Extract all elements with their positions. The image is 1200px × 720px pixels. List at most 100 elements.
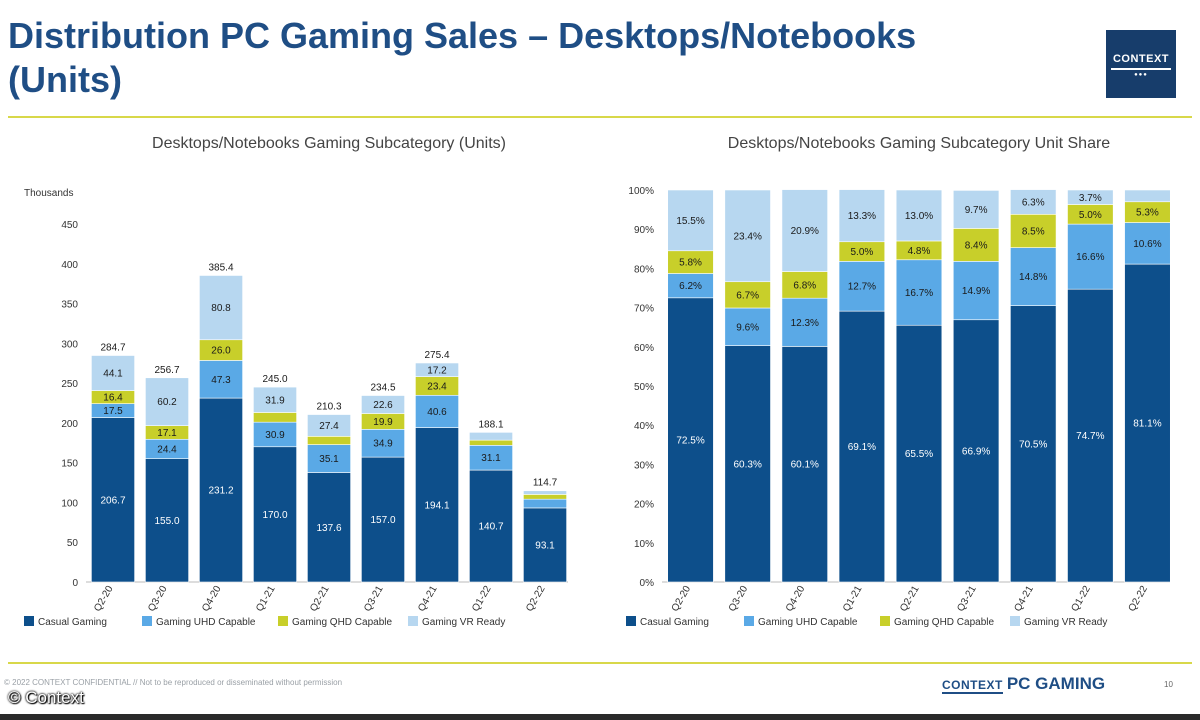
footer-brand-pc-gaming: PC GAMING [1006, 674, 1106, 693]
data-label: 23.4 [427, 381, 447, 392]
legend-label: Casual Gaming [38, 617, 107, 628]
data-label: 17.1 [157, 428, 177, 439]
x-tick-label: Q3-20 [727, 584, 751, 614]
legend-label: Gaming VR Ready [1024, 617, 1107, 628]
footer-brand: CONTEXT PC GAMING [942, 674, 1105, 694]
data-label: 5.3% [1136, 208, 1159, 219]
bar-segment [1010, 305, 1057, 583]
data-label: 24.4 [157, 444, 177, 455]
data-label: 6.2% [679, 281, 702, 292]
bar-segment [781, 346, 828, 583]
x-tick-label: Q2-20 [670, 584, 694, 614]
bar-segment [415, 427, 459, 583]
chart-title: Desktops/Notebooks Gaming Subcategory Un… [728, 135, 1111, 152]
data-label: 93.1 [535, 540, 555, 551]
legend-swatch [1010, 616, 1020, 626]
x-tick-label: Q4-21 [416, 584, 440, 614]
data-label: 13.0% [905, 211, 933, 222]
legend-swatch [278, 616, 288, 626]
data-label: 60.3% [733, 459, 761, 470]
logo-dots-icon: ●●● [1134, 71, 1148, 78]
y-tick-label: 30% [634, 460, 654, 471]
data-label: 14.9% [962, 286, 990, 297]
data-label: 6.7% [736, 290, 759, 301]
legend-label: Gaming VR Ready [422, 617, 505, 628]
data-label: 6.3% [1022, 197, 1045, 208]
data-label: 157.0 [370, 515, 395, 526]
data-label: 13.3% [848, 211, 876, 222]
y-tick-label: 150 [61, 459, 78, 470]
bar-segment [1010, 189, 1057, 215]
bar-segment [415, 362, 459, 377]
x-tick-label: Q2-22 [524, 584, 548, 614]
legend-swatch [24, 616, 34, 626]
total-label: 245.0 [262, 374, 287, 385]
y-tick-label: 40% [634, 421, 654, 432]
data-label: 9.6% [736, 322, 759, 333]
data-label: 5.0% [850, 247, 873, 258]
y-tick-label: 450 [61, 220, 78, 231]
bar-segment [838, 261, 886, 312]
data-label: 6.8% [793, 280, 816, 291]
legend-swatch [626, 616, 636, 626]
bar-segment [469, 469, 513, 583]
bar-segment [838, 310, 886, 583]
data-label: 35.1 [319, 454, 339, 465]
bottom-strip [0, 714, 1200, 720]
bar-segment [724, 281, 771, 309]
legend-label: Casual Gaming [640, 617, 709, 628]
data-label: 12.3% [791, 318, 819, 329]
y-tick-label: 0% [640, 578, 655, 589]
bar-segment [523, 498, 567, 509]
y-tick-label: 60% [634, 343, 654, 354]
data-label: 5.0% [1079, 210, 1102, 221]
bar-segment [307, 444, 351, 473]
bar-segment [724, 189, 771, 283]
x-tick-label: Q4-21 [1012, 584, 1036, 614]
footer-rule [8, 662, 1192, 664]
x-tick-label: Q3-21 [955, 584, 979, 614]
footer-note: © 2022 CONTEXT CONFIDENTIAL // Not to be… [4, 678, 343, 687]
bar-segment [91, 355, 135, 391]
data-label: 31.9 [265, 395, 285, 406]
bar-segment [724, 345, 771, 583]
bar-segment [361, 429, 405, 458]
x-tick-label: Q1-21 [254, 584, 278, 614]
x-tick-label: Q2-21 [308, 584, 332, 614]
bar-segment [895, 189, 943, 242]
data-label: 17.5 [103, 406, 123, 417]
data-label: 60.1% [791, 460, 819, 471]
bar-segment [307, 414, 351, 437]
bar-segment [253, 386, 297, 413]
data-label: 80.8 [211, 303, 231, 314]
x-tick-label: Q1-22 [470, 584, 494, 614]
y-tick-label: 200 [61, 419, 78, 430]
bar-segment [469, 439, 513, 446]
data-label: 3.7% [1079, 193, 1102, 204]
legend-label: Gaming QHD Capable [292, 617, 392, 628]
x-tick-label: Q1-21 [841, 584, 865, 614]
chart-title: Desktops/Notebooks Gaming Subcategory (U… [152, 135, 506, 152]
bar-segment [145, 458, 189, 583]
data-label: 140.7 [478, 522, 503, 533]
bar-segment [895, 324, 943, 583]
x-tick-label: Q3-21 [362, 584, 386, 614]
bar-segment [145, 377, 189, 426]
y-tick-label: 20% [634, 500, 654, 511]
units-chart: Desktops/Notebooks Gaming Subcategory (U… [24, 135, 568, 628]
data-label: 137.6 [316, 523, 341, 534]
bar-segment [199, 275, 243, 341]
bar-segment [199, 360, 243, 399]
legend-swatch [880, 616, 890, 626]
data-label: 22.6 [373, 400, 393, 411]
data-label: 20.9% [791, 226, 819, 237]
bar-segment [1010, 247, 1057, 306]
data-label: 31.1 [481, 453, 501, 464]
bar-segment [253, 446, 297, 583]
bar-segment [415, 394, 459, 428]
legend-swatch [744, 616, 754, 626]
bar-segment [952, 190, 1000, 229]
data-label: 69.1% [848, 442, 876, 453]
total-label: 385.4 [208, 262, 233, 273]
data-label: 23.4% [733, 231, 761, 242]
